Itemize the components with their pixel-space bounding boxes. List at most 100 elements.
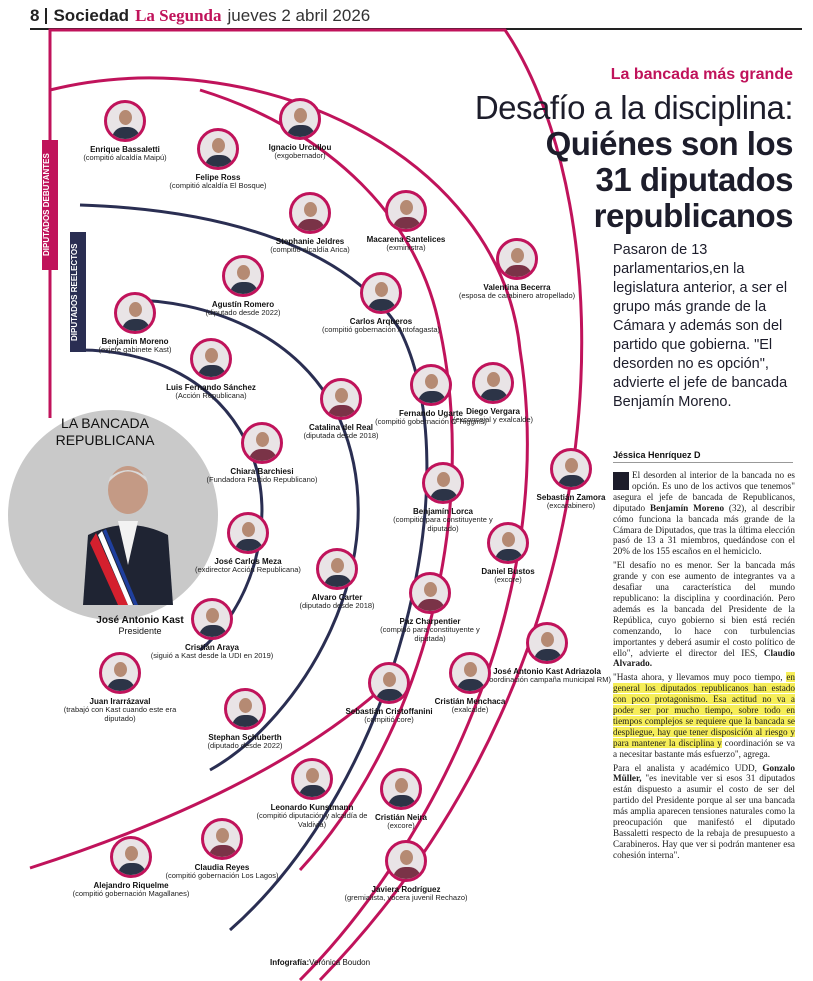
deputy-card: Chiara Barchiesi (Fundadora Partido Repub… <box>197 422 327 485</box>
deputy-name: Enrique Bassaletti <box>90 145 160 154</box>
paragraph-3: "Hasta ahora, y llevamos muy poco tiempo… <box>613 672 795 759</box>
deputy-role: (exministra) <box>386 243 426 252</box>
deputy-name: Luis Fernando Sánchez <box>166 383 256 392</box>
deputy-photo <box>368 662 410 704</box>
arc-navy-2 <box>129 298 360 772</box>
headline-line-2: Quiénes son los <box>545 125 794 162</box>
deputy-card: Alvaro Carter (diputado desde 2018) <box>272 548 402 611</box>
deputy-name: Felipe Ross <box>195 173 241 182</box>
deputy-role: (Fundadora Partido Republicano) <box>206 475 318 484</box>
deputy-card: Luis Fernando Sánchez (Acción Republicana… <box>146 338 276 401</box>
deputy-card: Carlos Arqueros (compitió gobernación Ant… <box>316 272 446 335</box>
header-divider <box>45 8 48 24</box>
deputy-name: Benjamín Moreno <box>101 337 169 346</box>
deputy-role: (compitió alcaldía El Bosque) <box>169 181 267 190</box>
deputy-card: Cristián Menchaca (exalcalde) <box>405 652 535 715</box>
deputy-photo <box>449 652 491 694</box>
deputy-photo <box>197 128 239 170</box>
arc-outer-pink <box>48 28 584 981</box>
deputy-name: José Antonio Kast Adriazola <box>493 667 601 676</box>
deputy-role: (excore) <box>494 575 522 584</box>
deputy-card: Diego Vergara (exconcejal y exalcalde) <box>428 362 558 425</box>
deputy-role: (compitió gobernación Los Lagos) <box>165 871 279 880</box>
president-name: José Antonio Kast <box>96 615 184 626</box>
deputy-name: Leonardo Kunstmann <box>270 803 354 812</box>
deputy-photo <box>114 292 156 334</box>
president-portrait <box>83 466 173 605</box>
deputy-card: Daniel Bustos (excore) <box>443 522 573 585</box>
deputy-card: Benjamín Lorca (compitió para constituyen… <box>378 462 508 533</box>
deputy-name: Ignacio Urcullou <box>268 143 332 152</box>
deputy-role: (Acción Republicana) <box>175 391 247 400</box>
highlighted-text: en general los diputados republicanos ha… <box>613 672 795 748</box>
deputy-name: Benjamín Lorca <box>412 507 473 516</box>
bancada-title: LA BANCADA REPUBLICANA <box>55 415 155 448</box>
deputy-role: (excore) <box>387 821 415 830</box>
arc-pink-2 <box>49 76 529 981</box>
deputy-photo <box>472 362 514 404</box>
deputy-photo <box>291 758 333 800</box>
deputy-photo <box>279 98 321 140</box>
paragraph-4: Para el analista y académico UDD, Gonzal… <box>613 762 795 860</box>
article-body: El desorden al interior de la bancada no… <box>613 470 795 864</box>
arc-pink-3 <box>199 88 454 872</box>
deputy-role: (diputado desde 2022) <box>205 308 281 317</box>
deputy-role: (compitió gobernación Antofagasta) <box>322 325 440 334</box>
deputy-name: Macarena Santelices <box>366 235 446 244</box>
deputy-name: Cristián Neira <box>374 813 428 822</box>
deputy-name: Sebastián Zamora <box>536 493 606 502</box>
deputy-name: Catalina del Real <box>308 423 374 432</box>
deputy-photo <box>110 836 152 878</box>
drop-quote-mark <box>613 472 629 490</box>
tag-debutantes: DIPUTADOS DEBUTANTES <box>42 140 58 270</box>
deputy-name: Chiara Barchiesi <box>230 467 294 476</box>
deputy-role: (compitió alcaldía Arica) <box>270 245 350 254</box>
deputy-role: (compitió gobernación Magallanes) <box>72 889 190 898</box>
page-number: 8 <box>30 6 40 25</box>
deputy-card: Enrique Bassaletti (compitió alcaldía Mai… <box>60 100 190 163</box>
deputy-role: (gremialista, vocera juvenil Rechazo) <box>344 893 468 902</box>
deputy-photo <box>191 598 233 640</box>
deputy-card: José Antonio Kast Adriazola (coordinación… <box>482 622 612 685</box>
deputy-photo <box>222 255 264 297</box>
deputy-photo <box>380 768 422 810</box>
deputy-card: Sebastián Zamora (excarabinero) <box>506 448 636 511</box>
deputy-name: Javiera Rodríguez <box>371 885 441 894</box>
paragraph-1: El desorden al interior de la bancada no… <box>613 470 795 557</box>
arc-pink-4 <box>29 688 381 870</box>
deputy-role: (esposa de carabinero atropellado) <box>458 291 576 300</box>
deputy-role: (exjefe gabinete Kast) <box>98 345 172 354</box>
newspaper-name: La Segunda <box>135 6 222 25</box>
deputy-role: (diputada desde 2018) <box>303 431 379 440</box>
deputy-card: Valentina Becerra (esposa de carabinero a… <box>452 238 582 301</box>
deputy-card: Macarena Santelices (exministra) <box>341 190 471 253</box>
deputy-card: Paz Charpentier (compitió para constituye… <box>365 572 495 643</box>
byline: Jéssica Henríquez D <box>613 450 793 463</box>
deputy-name: Stephan Schuberth <box>208 733 282 742</box>
deputy-photo <box>241 422 283 464</box>
deputy-card: Alejandro Riquelme (compitió gobernación … <box>66 836 196 899</box>
deputy-card: Leonardo Kunstmann (compitió diputación y… <box>247 758 377 829</box>
deputy-name: Carlos Arqueros <box>349 317 413 326</box>
deputy-photo <box>224 688 266 730</box>
deputy-role: (compitió core) <box>364 715 414 724</box>
deputy-name: Cristián Araya <box>185 643 239 652</box>
deputy-card: Javiera Rodríguez (gremialista, vocera ju… <box>341 840 471 903</box>
kicker: La bancada más grande <box>610 66 793 83</box>
deputy-photo <box>320 378 362 420</box>
deputy-role: (exdirector Acción Republicana) <box>195 565 301 574</box>
deputy-name: Cristián Menchaca <box>434 697 506 706</box>
deputy-role: (trabajó con Kast cuando este era diputa… <box>63 705 177 723</box>
deputy-card: Juan Irarrázaval (trabajó con Kast cuando… <box>55 652 185 723</box>
deputy-role: (siguió a Kast desde la UDI en 2019) <box>150 651 274 660</box>
edition-date: jueves 2 abril 2026 <box>227 6 371 25</box>
deputy-card: Benjamín Moreno (exjefe gabinete Kast) <box>70 292 200 355</box>
headline-line-4: republicanos <box>593 197 794 234</box>
deputy-role: (compitió para constituyente y diputado) <box>393 515 493 533</box>
deputy-name: Diego Vergara <box>466 407 520 416</box>
deputy-photo <box>422 462 464 504</box>
deputy-photo <box>496 238 538 280</box>
section-name: Sociedad <box>53 6 130 25</box>
deputy-card: Felipe Ross (compitió alcaldía El Bosque) <box>153 128 283 191</box>
deputy-card: Fernando Ugarte (compitió gobernación O´H… <box>366 364 496 427</box>
